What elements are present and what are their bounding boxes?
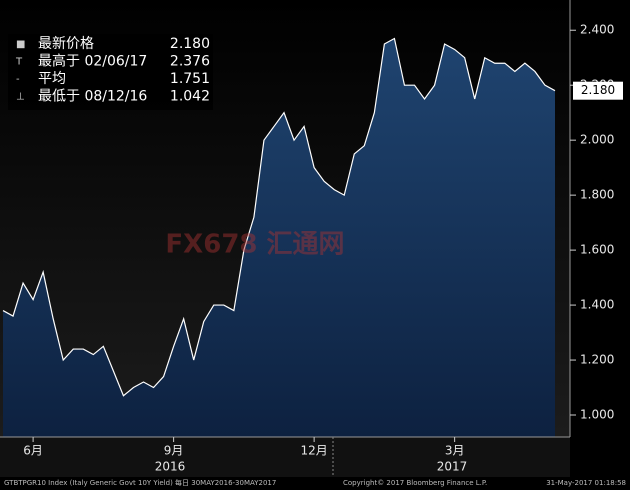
legend-value: 2.376 [170,54,210,70]
legend-value: 1.751 [170,71,210,87]
last-value-label: 2.180 [581,83,615,97]
legend-icon: ⊥ [16,92,25,103]
area [3,38,555,437]
watermark: FX678 汇通网 [165,230,344,260]
legend-icon: T [15,57,23,68]
footer-right: 31-May-2017 01:18:58 [546,479,626,487]
legend-icon: - [16,74,20,85]
line [2,37,556,397]
legend-label: 最低于 08/12/16 [38,89,147,105]
legend-label: 最新价格 [38,36,94,52]
legend-box [8,34,213,110]
x-tick-label: 3月 [445,444,465,458]
footer-mid: Copyright© 2017 Bloomberg Finance L.P. [343,479,487,487]
x-tick-label: 9月 [164,444,184,458]
x-tick-label: 6月 [23,444,43,458]
legend-label: 最高于 02/06/17 [38,53,147,70]
y-tick-label: 1.600 [580,243,614,257]
footer-left: GTBTPGR10 Index (Italy Generic Govt 10Y … [4,478,276,487]
x-tick-label: 12月 [300,444,327,458]
y-tick-label: 1.200 [580,353,614,367]
last-value-box [573,81,623,100]
legend-value: 1.042 [170,89,210,105]
y-tick-label: 2.400 [580,23,614,37]
legend-value: 2.180 [170,36,210,52]
x-axis-band [0,437,570,477]
y-tick-label: 1.400 [580,298,614,312]
y-tick-label: 1.800 [580,188,614,202]
year-label: 2016 [155,460,186,474]
y-tick-label: 1.000 [580,408,614,422]
y-tick-label: 2.000 [580,133,614,147]
legend-label: 平均 [38,71,66,87]
legend-icon: ■ [16,39,25,50]
year-label: 2017 [437,460,468,474]
